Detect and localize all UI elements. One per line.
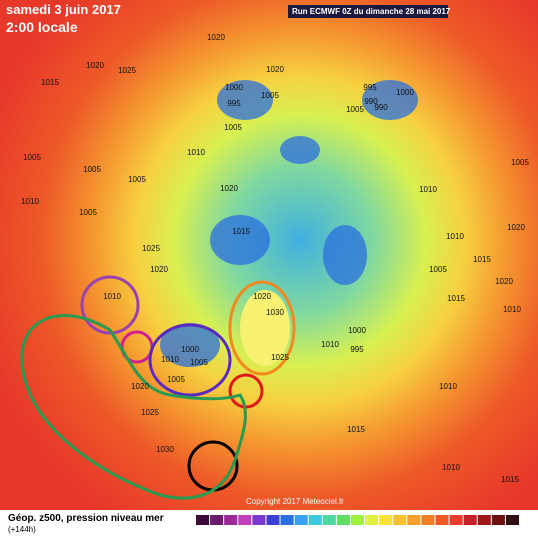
colorbar-swatch: [407, 515, 421, 525]
pressure-label: 1005: [23, 153, 41, 162]
pressure-label: 990: [374, 103, 388, 112]
pressure-label: 1025: [141, 408, 159, 417]
colorbar-swatch: [210, 515, 224, 525]
colorbar-swatch: [224, 515, 238, 525]
pressure-label: 1000: [181, 345, 199, 354]
high-pressure-area: [240, 290, 290, 366]
colorbar-swatch: [350, 515, 365, 525]
pressure-label: 1000: [396, 88, 414, 97]
pressure-label: 1015: [232, 227, 250, 236]
colorbar-swatch: [336, 515, 350, 525]
pressure-label: 1025: [271, 353, 289, 362]
map-background: [0, 0, 538, 510]
colorbar-swatch: [491, 515, 505, 525]
pressure-label: 1015: [447, 294, 465, 303]
copyright: Copyright 2017 Meteociel.fr: [246, 497, 344, 506]
colorbar-swatch: [393, 515, 407, 525]
colorbar-swatch: [238, 515, 252, 525]
colorbar-swatch: [421, 515, 435, 525]
pressure-label: 1005: [429, 265, 447, 274]
pressure-label: 995: [350, 345, 364, 354]
pressure-label: 1025: [142, 244, 160, 253]
pressure-label: 1010: [321, 340, 339, 349]
pressure-label: 990: [364, 97, 378, 106]
pressure-label: 1010: [439, 382, 457, 391]
colorbar-swatch: [294, 515, 308, 525]
pressure-label: 1010: [187, 148, 205, 157]
pressure-label: 1005: [128, 175, 146, 184]
time: 2:00 locale: [6, 19, 78, 35]
pressure-label: 1020: [86, 61, 104, 70]
pressure-label: 1015: [501, 475, 519, 484]
pressure-label: 1030: [156, 445, 174, 454]
date: samedi 3 juin 2017: [6, 2, 121, 17]
pressure-label: 1020: [207, 33, 225, 42]
pressure-label: 1005: [83, 165, 101, 174]
pressure-label: 1030: [266, 308, 284, 317]
colorbar-swatch: [435, 515, 449, 525]
pressure-label: 1020: [131, 382, 149, 391]
footer-lead: (+144h): [8, 525, 36, 534]
pressure-label: 1020: [220, 184, 238, 193]
footer-title: Géop. z500, pression niveau mer: [8, 513, 164, 524]
pressure-label: 1005: [261, 91, 279, 100]
colorbar-swatch: [196, 515, 210, 525]
colorbar-swatch: [322, 515, 336, 525]
pressure-label: 1020: [495, 277, 513, 286]
run-label: Run ECMWF 0Z du dimanche 28 mai 2017: [292, 7, 451, 16]
pressure-label: 1005: [190, 358, 208, 367]
colorbar: [196, 515, 519, 525]
pressure-label: 1010: [442, 463, 460, 472]
pressure-label: 1020: [150, 265, 168, 274]
colorbar-swatch: [280, 515, 294, 525]
colorbar-swatch: [505, 515, 519, 525]
pressure-label: 1015: [347, 425, 365, 434]
pressure-label: 1010: [161, 355, 179, 364]
pressure-label: 1010: [419, 185, 437, 194]
pressure-label: 1010: [103, 292, 121, 301]
pressure-label: 1000: [348, 326, 366, 335]
colorbar-swatch: [477, 515, 491, 525]
pressure-label: 1025: [118, 66, 136, 75]
pressure-label: 1015: [473, 255, 491, 264]
pressure-label: 1005: [167, 375, 185, 384]
colorbar-swatch: [252, 515, 266, 525]
pressure-label: 1020: [507, 223, 525, 232]
pressure-label: 995: [363, 83, 377, 92]
pressure-label: 1020: [253, 292, 271, 301]
colorbar-swatch: [463, 515, 477, 525]
pressure-label: 1010: [21, 197, 39, 206]
pressure-labels: 1020102510201015102010009951005100510101…: [21, 33, 529, 484]
run-box: [288, 5, 448, 18]
pressure-label: 1005: [346, 105, 364, 114]
pressure-label: 1005: [224, 123, 242, 132]
pressure-label: 1020: [266, 65, 284, 74]
colorbar-swatch: [449, 515, 463, 525]
colorbar-swatch: [308, 515, 322, 525]
pressure-label: 1005: [511, 158, 529, 167]
pressure-label: 1010: [503, 305, 521, 314]
colorbar-swatch: [266, 515, 280, 525]
pressure-label: 1005: [79, 208, 97, 217]
annotations: [20, 275, 296, 500]
low-pressure-areas: [160, 80, 418, 367]
pressure-label: 1010: [446, 232, 464, 241]
colorbar-swatch: [379, 515, 393, 525]
pressure-label: 995: [227, 99, 241, 108]
pressure-label: 1015: [41, 78, 59, 87]
pressure-label: 1000: [225, 83, 243, 92]
colorbar-swatch: [365, 515, 379, 525]
